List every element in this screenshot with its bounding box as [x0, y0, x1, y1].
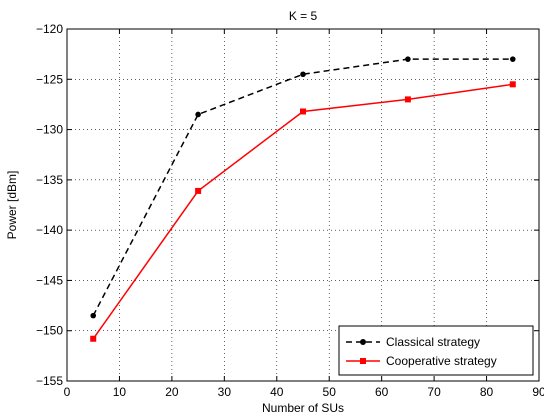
legend: Classical strategy Cooperative strategy — [338, 325, 534, 376]
x-tick-label: 60 — [375, 385, 389, 399]
plot-frame — [66, 28, 540, 382]
data-point-0 — [90, 312, 97, 319]
y-tick-label: −120 — [36, 22, 63, 36]
x-tick-label: 10 — [113, 385, 127, 399]
legend-box — [338, 325, 534, 376]
plot-background — [67, 29, 539, 381]
y-tick-label: −145 — [36, 273, 63, 287]
legend-label-classical: Classical strategy — [386, 335, 480, 349]
y-tick-label: −130 — [36, 123, 63, 137]
grid — [67, 29, 539, 381]
y-tick-label: −135 — [36, 173, 63, 187]
legend-marker-classical — [360, 339, 366, 345]
x-tick-label: 90 — [532, 385, 544, 399]
y-tick-label: −155 — [36, 374, 63, 388]
data-point-1 — [404, 96, 411, 103]
x-axis-label: Number of SUs — [262, 401, 344, 415]
data-point-0 — [405, 56, 411, 62]
data-point-0 — [300, 71, 306, 78]
data-point-1 — [195, 187, 202, 194]
x-tick-label: 20 — [165, 385, 179, 399]
data-point-1 — [300, 108, 306, 115]
x-tick-label: 50 — [323, 385, 337, 399]
data-point-0 — [195, 111, 201, 118]
x-tick-label: 80 — [480, 385, 494, 399]
y-tick-label: −125 — [36, 72, 63, 86]
y-tick-label: −150 — [36, 324, 63, 338]
y-axis-label: Power [dBm] — [5, 171, 19, 240]
x-tick-label: 0 — [64, 385, 71, 399]
x-tick-label: 30 — [218, 385, 232, 399]
legend-label-cooperative: Cooperative strategy — [386, 354, 497, 368]
series-group — [90, 56, 516, 342]
legend-marker-cooperative — [360, 358, 366, 364]
x-tick-label: 40 — [270, 385, 284, 399]
data-point-0 — [509, 56, 516, 62]
y-tick-label: −140 — [36, 223, 63, 237]
data-point-1 — [90, 335, 97, 342]
axis-ticks: 0 10 20 30 40 50 60 70 80 90 −155 −150 −145 −140 −135 −… — [36, 22, 544, 399]
data-point-1 — [509, 81, 516, 88]
x-tick-label: 70 — [427, 385, 441, 399]
series-line-0 — [92, 58, 513, 316]
chart-title: K = 5 — [289, 9, 318, 23]
